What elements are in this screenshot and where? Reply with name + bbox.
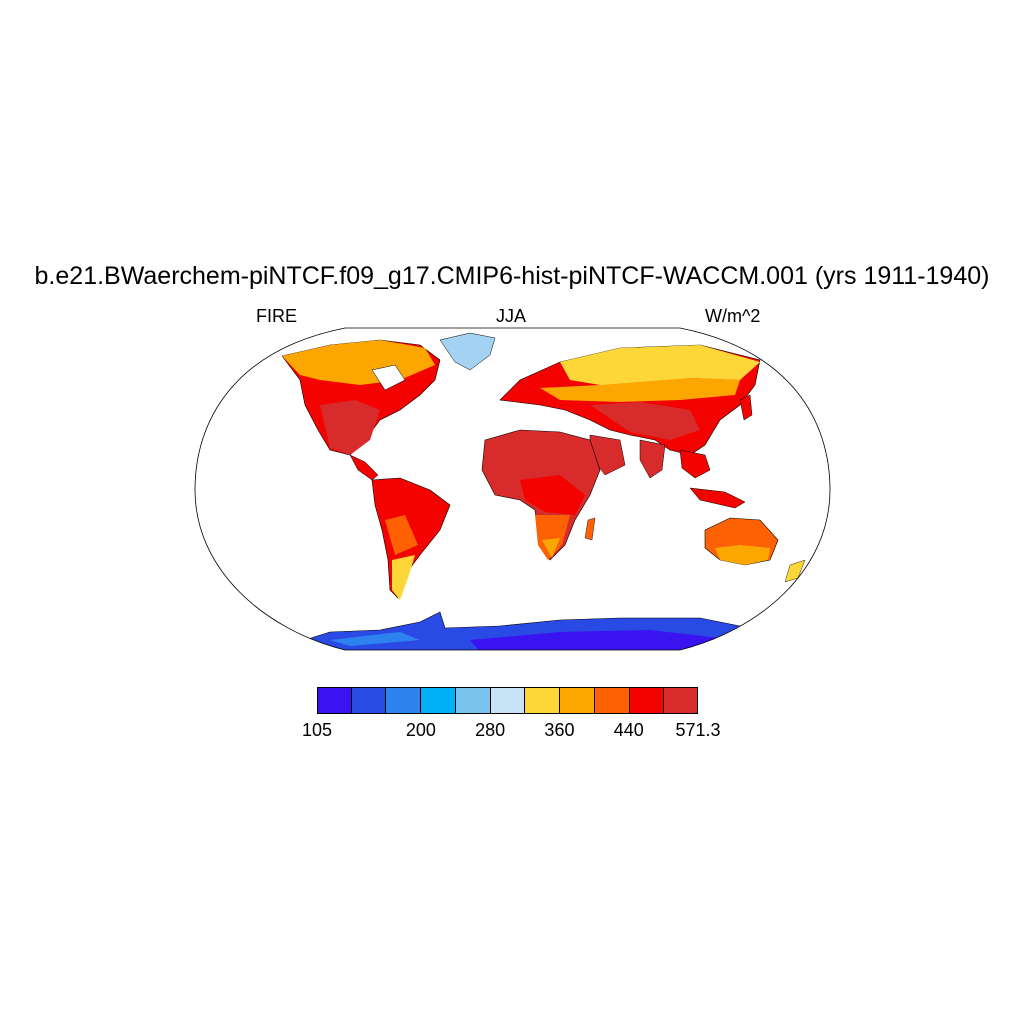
- globe-outline: [194, 327, 831, 651]
- north-america-south: [320, 400, 380, 455]
- siberia: [560, 345, 760, 385]
- colorbar-swatch: [455, 687, 491, 714]
- hudson-bay: [371, 364, 406, 391]
- variable-label: FIRE: [256, 306, 298, 326]
- south-america-south: [392, 555, 415, 600]
- southern-africa: [535, 515, 570, 560]
- new-zealand: [784, 559, 806, 583]
- colorbar-swatch: [594, 687, 630, 714]
- season-label: JJA: [496, 306, 527, 326]
- antarctica-interior: [470, 630, 720, 650]
- india: [639, 439, 666, 479]
- colorbar-swatch: [664, 687, 699, 714]
- madagascar: [584, 517, 596, 541]
- colorbar-swatch: [386, 687, 422, 714]
- colorbar-swatch: [490, 687, 526, 714]
- units-label: W/m^2: [705, 306, 761, 326]
- colorbar-swatch: [629, 687, 665, 714]
- russia-band: [540, 378, 740, 402]
- colorbar: [317, 687, 699, 714]
- colorbar-swatch: [560, 687, 595, 714]
- central-asia: [590, 402, 700, 440]
- colorbar-swatch: [421, 687, 456, 714]
- colorbar-tick-label: 440: [613, 720, 644, 740]
- colorbar-tick-label: 571.3: [675, 720, 721, 740]
- australia-south: [715, 545, 770, 565]
- colorbar-swatch: [351, 687, 387, 714]
- indonesia: [689, 487, 746, 509]
- central-america: [349, 454, 379, 481]
- colorbar-tick-label: 105: [301, 720, 333, 740]
- colorbar-tick-label: 360: [544, 720, 575, 740]
- south-america-mid: [385, 515, 418, 555]
- greenland: [439, 332, 496, 371]
- colorbar-swatch: [525, 687, 561, 714]
- africa-tip: [542, 538, 560, 558]
- plot-title: b.e21.BWaerchem-piNTCF.f09_g17.CMIP6-his…: [34, 262, 990, 290]
- colorbar-tick-label: 200: [405, 720, 436, 740]
- colorbar-swatch: [317, 687, 352, 714]
- colorbar-tick-label: 280: [475, 720, 506, 740]
- southeast-asia: [679, 449, 711, 479]
- antarctica-coast: [330, 632, 420, 646]
- central-africa: [520, 475, 585, 515]
- japan: [739, 394, 753, 421]
